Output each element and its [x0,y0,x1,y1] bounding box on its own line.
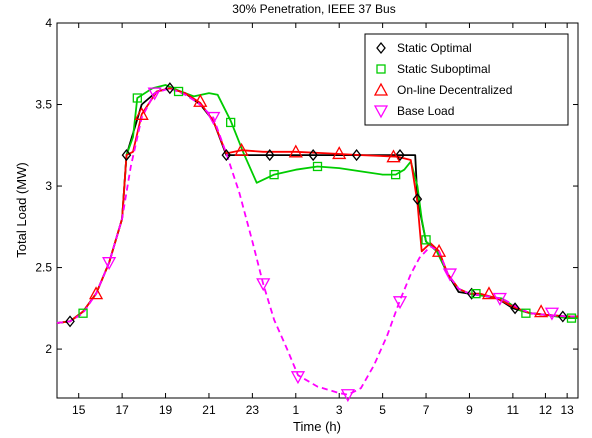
legend-marker-static-optimal [376,41,386,55]
data-point-static-suboptimal [566,313,577,323]
legend-marker-static-suboptimal [376,64,386,74]
legend-label-base-load: Base Load [397,104,454,118]
data-point-static-suboptimal [421,235,431,245]
legend-entries: Static Optimal Static Suboptimal On-line D… [373,41,512,119]
y-tick-label: 4 [45,16,52,30]
x-tick-label: 15 [72,403,86,417]
data-point-static-suboptimal [226,117,236,128]
data-point-base-load [392,296,408,310]
x-tick-label: 5 [379,403,386,417]
x-tick-label: 23 [246,403,260,417]
x-tick-label: 7 [423,403,430,417]
data-point-static-suboptimal [269,169,279,180]
data-point-static-optimal [351,149,362,162]
data-point-static-suboptimal [521,308,531,318]
x-tick-label: 12 [539,403,553,417]
series-line-base-load [56,87,578,396]
data-point-base-load [492,292,507,306]
data-point-base-load [340,389,355,403]
data-point-base-load [102,257,117,271]
data-point-base-load [206,111,221,125]
data-point-on-line-decentralized [534,304,549,318]
data-point-on-line-decentralized [431,243,447,257]
data-point-static-optimal [221,149,232,162]
data-point-static-suboptimal [173,86,184,97]
data-point-static-optimal [65,315,75,328]
legend-box [364,33,569,126]
chart-title: 30% Penetration, IEEE 37 Bus [232,2,395,16]
data-point-static-optimal [466,287,477,300]
data-point-base-load [290,371,306,385]
y-tick-label: 2.5 [35,261,52,275]
data-point-on-line-decentralized [332,146,347,160]
data-point-on-line-decentralized [386,149,401,163]
x-tick-label: 13 [560,403,574,417]
data-point-on-line-decentralized [234,142,249,156]
series-markers [65,82,577,403]
data-point-static-optimal [308,149,318,162]
legend-label-static-suboptimal: Static Suboptimal [397,62,490,76]
x-axis-title: Time (h) [293,419,341,434]
x-tick-label: 11 [507,403,520,417]
y-tick-label: 2 [45,342,52,356]
y-tick-label: 3.5 [35,98,52,112]
data-point-static-optimal [395,149,405,162]
data-point-base-load [442,268,458,282]
data-point-static-suboptimal [78,308,88,318]
data-point-static-suboptimal [390,169,401,180]
legend-marker-on-line-decentralized [373,82,389,96]
x-tick-label: 21 [202,403,216,417]
data-point-static-suboptimal [312,161,323,172]
series-line-on-line-decentralized [56,87,578,324]
data-point-on-line-decentralized [134,106,149,120]
legend-marker-base-load [373,105,389,119]
data-point-base-load [147,87,162,101]
data-point-static-suboptimal [471,289,481,299]
x-tick-label: 9 [466,403,473,417]
legend-label-static-optimal: Static Optimal [397,41,472,55]
legend-label-on-line-decentralized: On-line Decentralized [397,83,512,97]
y-axis-title: Total Load (MW) [14,162,29,257]
data-point-static-optimal [165,82,175,95]
y-tick-label: 3 [45,179,52,193]
data-point-static-optimal [264,149,275,162]
data-point-on-line-decentralized [288,144,303,158]
legend: Static Optimal Static Suboptimal On-line D… [364,33,569,126]
data-point-on-line-decentralized [193,93,208,107]
data-point-static-optimal [510,302,520,315]
data-point-static-optimal [557,310,568,323]
data-point-on-line-decentralized [481,286,497,300]
x-tick-label: 1 [292,403,299,417]
x-tick-label: 3 [336,403,343,417]
x-axis: 15 17 19 21 23 1 3 5 7 9 11 12 13 [72,23,574,417]
x-tick-label: 19 [159,403,173,417]
data-point-static-optimal [412,193,423,206]
data-point-base-load [256,278,271,292]
data-point-on-line-decentralized [88,286,104,300]
data-point-static-suboptimal [132,93,142,103]
x-tick-label: 17 [115,403,129,417]
y-axis: 2 2.5 3 3.5 4 [35,16,578,356]
data-point-base-load [544,307,560,321]
data-point-static-optimal [121,149,132,162]
